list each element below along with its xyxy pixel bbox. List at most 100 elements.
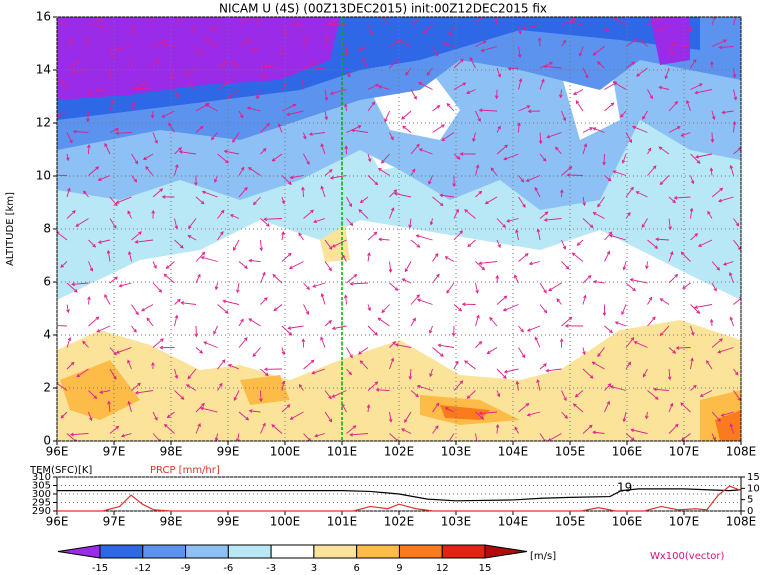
- wind-vector: [389, 207, 394, 219]
- vector-head: [674, 101, 679, 105]
- vector-head: [358, 209, 363, 213]
- vector-head: [686, 99, 690, 104]
- vector-head: [302, 135, 307, 140]
- wind-vector: [681, 251, 691, 262]
- vector-head: [668, 226, 672, 231]
- vector-head: [416, 384, 421, 389]
- vector-head: [377, 85, 382, 89]
- vector-head: [480, 48, 485, 53]
- vector-head: [503, 156, 508, 161]
- vector-head: [366, 404, 371, 408]
- vector-head: [312, 284, 317, 288]
- wind-vector: [668, 196, 676, 203]
- wind-vector: [97, 325, 111, 333]
- vector-head: [381, 159, 385, 164]
- x-tick-label: 98E: [160, 515, 183, 529]
- vector-head: [475, 164, 480, 169]
- vector-head: [688, 28, 692, 33]
- vector-head: [695, 154, 699, 159]
- vector-head: [220, 231, 224, 235]
- vector-head: [667, 376, 672, 381]
- vector-head: [478, 411, 483, 416]
- vector-head: [69, 139, 73, 144]
- wind-vector: [404, 411, 412, 423]
- vector-head: [709, 318, 714, 323]
- wind-vector: [690, 233, 698, 241]
- vector-head: [227, 364, 232, 368]
- vector-head: [706, 360, 710, 364]
- vector-head: [572, 17, 576, 22]
- wind-vector: [109, 218, 117, 229]
- vector-head: [712, 436, 716, 441]
- wind-vector: [432, 196, 444, 206]
- vector-head: [262, 422, 266, 427]
- vector-head: [393, 189, 398, 193]
- vector-head: [344, 52, 349, 57]
- wind-vector: [312, 368, 326, 374]
- vector-head: [517, 54, 522, 58]
- wind-vector: [271, 424, 283, 434]
- vector-head: [525, 402, 530, 407]
- vector-head: [396, 39, 401, 43]
- shade: [57, 225, 741, 441]
- vector-head: [732, 74, 737, 79]
- vector-head: [555, 146, 559, 151]
- wind-vector: [432, 402, 440, 413]
- chart-title: NICAM U (4S) (00Z13DEC2015) init:00Z12DE…: [219, 2, 547, 16]
- wind-vector: [164, 424, 175, 434]
- vector-head: [175, 94, 179, 99]
- vector-head: [439, 193, 444, 198]
- vector-head: [373, 231, 378, 236]
- vector-head: [286, 112, 291, 117]
- vector-head: [464, 360, 468, 364]
- wind-vector: [281, 232, 284, 241]
- vector-head: [161, 195, 166, 199]
- wind-vector: [211, 132, 218, 140]
- vector-head: [395, 438, 399, 441]
- wind-vector: [441, 132, 455, 141]
- wind-vector: [711, 17, 716, 26]
- wind-vector: [114, 46, 132, 51]
- wind-vector: [254, 17, 261, 26]
- wind-vector: [324, 110, 328, 120]
- wind-vector: [690, 175, 694, 184]
- vector-head: [200, 256, 205, 260]
- vector-head: [259, 247, 264, 252]
- vector-head: [711, 116, 716, 121]
- vector-head: [415, 393, 419, 398]
- vector-head: [455, 360, 459, 365]
- vector-head: [113, 376, 117, 380]
- vector-head: [96, 328, 101, 333]
- vector-head: [247, 39, 252, 43]
- wind-vector: [195, 274, 201, 284]
- wind-vector: [127, 360, 132, 370]
- wind-vector: [647, 165, 657, 176]
- wind-vector: [378, 168, 390, 176]
- vector-head: [259, 398, 263, 403]
- vector-head: [287, 326, 292, 330]
- x-tick-label: 96E: [46, 515, 69, 529]
- vector-head: [614, 321, 619, 325]
- wind-vector: [174, 368, 178, 379]
- vector-head: [472, 138, 476, 143]
- wind-vector: [341, 403, 347, 413]
- wind-vector: [631, 429, 648, 434]
- vector-head: [676, 126, 681, 130]
- vector-head: [404, 419, 408, 423]
- wind-vector: [689, 24, 691, 32]
- vector-head: [641, 224, 646, 229]
- vector-head: [187, 375, 192, 380]
- wind-vector: [690, 304, 700, 314]
- vector-head: [328, 267, 332, 272]
- vector-head: [596, 61, 601, 65]
- wind-vector: [389, 282, 398, 291]
- vector-head: [442, 42, 447, 46]
- x-tick-label: 99E: [217, 515, 240, 529]
- x-tick-label: 100E: [270, 515, 301, 529]
- wind-vector: [475, 282, 479, 293]
- wind-vector: [238, 261, 248, 269]
- wind-vector: [88, 296, 90, 305]
- wind-vector: [119, 282, 132, 287]
- wind-vector: [615, 321, 627, 327]
- wind-vector: [281, 325, 292, 336]
